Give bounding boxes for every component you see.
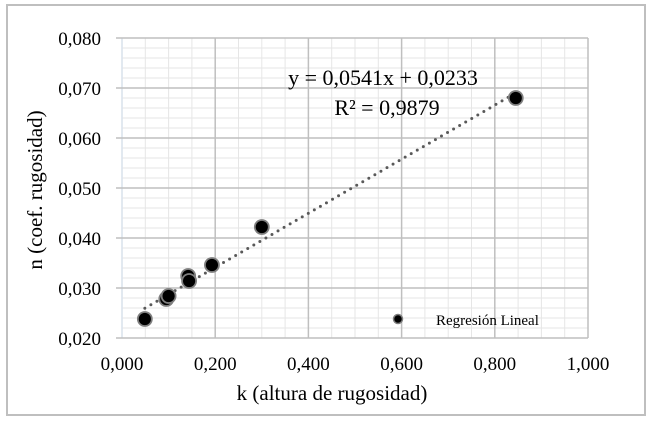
y-tick-label: 0,040 (58, 229, 101, 250)
r-squared-label: R² = 0,9879 (334, 95, 439, 120)
data-point (160, 288, 177, 304)
y-tick-label: 0,080 (58, 29, 101, 50)
data-point (136, 311, 153, 327)
y-tick-label: 0,070 (58, 79, 101, 100)
x-tick-label: 0,200 (194, 354, 237, 375)
legend: Regresión Lineal (392, 313, 539, 329)
y-axis-title: n (coef. rugosidad) (23, 110, 47, 269)
major-gridlines (116, 37, 589, 339)
data-point (181, 273, 198, 289)
x-tick-label: 0,600 (380, 354, 423, 375)
y-tick-label: 0,020 (58, 329, 101, 350)
x-tick-label: 0,400 (287, 354, 330, 375)
y-axis-ticks: 0,020 0,030 0,040 0,050 0,060 0,070 0,080 (58, 29, 101, 350)
data-point (204, 257, 220, 273)
legend-label: Regresión Lineal (436, 313, 539, 329)
data-point (253, 219, 270, 235)
legend-marker-icon (392, 313, 404, 325)
data-point (507, 90, 524, 106)
x-axis-ticks: 0,000 0,200 0,400 0,600 0,800 1,000 (101, 354, 610, 375)
x-tick-label: 1,000 (567, 354, 610, 375)
y-tick-label: 0,060 (58, 129, 101, 150)
x-tick-label: 0,800 (473, 354, 516, 375)
trendline (143, 91, 518, 310)
x-axis-title: k (altura de rugosidad) (237, 381, 428, 405)
data-points (136, 90, 524, 327)
trendline-path (143, 91, 518, 310)
y-tick-label: 0,050 (58, 179, 101, 200)
x-tick-label: 0,000 (101, 354, 144, 375)
chart-frame (6, 4, 646, 416)
trendline-equation: y = 0,0541x + 0,0233 (288, 65, 478, 90)
y-tick-label: 0,030 (58, 279, 101, 300)
